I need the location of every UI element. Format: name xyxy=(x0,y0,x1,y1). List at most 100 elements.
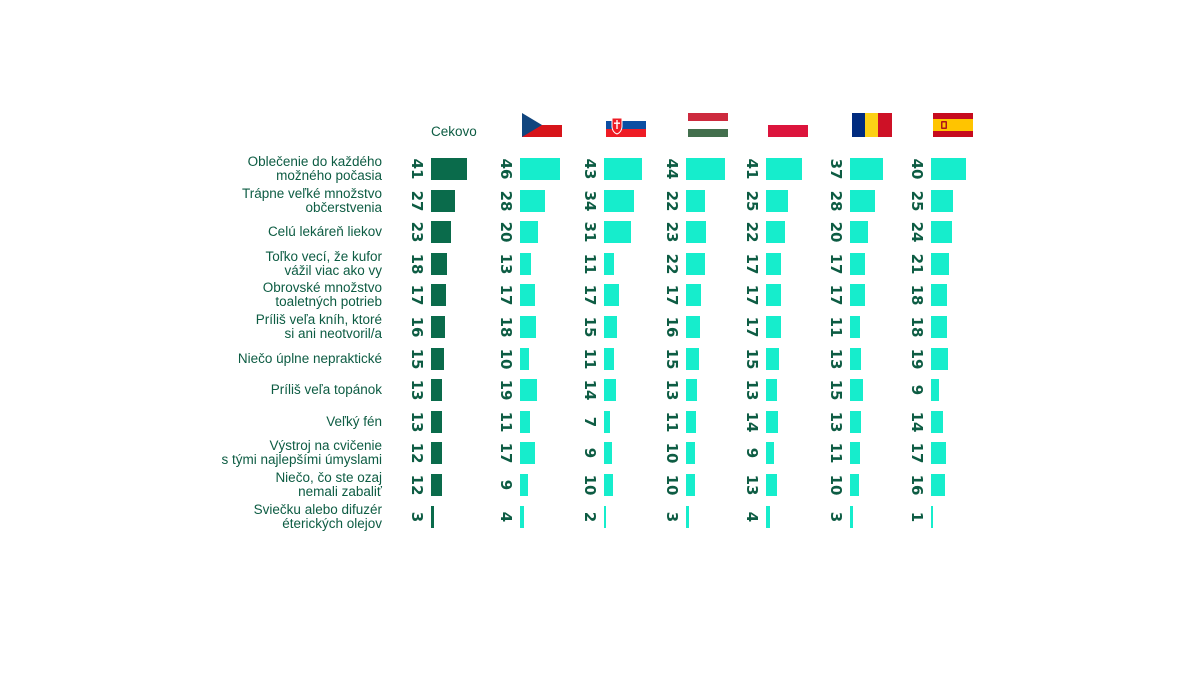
value-label: 9 xyxy=(497,479,515,491)
slovak-flag xyxy=(606,113,646,137)
bar xyxy=(431,252,447,275)
value-label: 9 xyxy=(743,448,761,459)
value-label: 15 xyxy=(663,348,681,370)
bar xyxy=(604,189,634,212)
bar xyxy=(604,158,642,180)
value-label: 37 xyxy=(827,158,845,180)
romanian-flag xyxy=(852,113,892,137)
value-label: 17 xyxy=(743,253,761,275)
value-label: 17 xyxy=(827,284,845,306)
value-label: 25 xyxy=(908,190,926,212)
category-label-line: éterických olejov xyxy=(282,515,382,531)
bar xyxy=(931,442,946,465)
value-label: 28 xyxy=(827,190,845,212)
value-label: 25 xyxy=(743,190,761,212)
bar xyxy=(520,442,535,465)
bar xyxy=(931,284,947,307)
bar xyxy=(520,252,532,275)
bar xyxy=(520,221,538,244)
value-label: 12 xyxy=(408,474,426,496)
bar xyxy=(686,474,695,496)
bar xyxy=(431,410,443,433)
category-label-line: nemali zabaliť xyxy=(298,484,382,499)
bar xyxy=(931,347,948,370)
value-label: 41 xyxy=(408,158,426,180)
bar xyxy=(604,442,612,465)
bar xyxy=(520,505,524,528)
category-label-line: s tými najlepšími úmyslami xyxy=(221,452,382,468)
value-label: 34 xyxy=(581,190,599,212)
bar xyxy=(431,379,443,402)
value-label: 12 xyxy=(408,442,426,464)
bar xyxy=(850,347,862,370)
bar xyxy=(766,158,803,180)
category-label-line: možného počasia xyxy=(276,168,382,183)
value-label: 17 xyxy=(908,442,926,464)
value-label: 11 xyxy=(581,348,599,370)
category-label: Toľko vecí, že kufor vážil viac ako vy xyxy=(152,249,382,278)
value-label: 16 xyxy=(908,474,926,496)
value-label: 11 xyxy=(827,316,845,338)
bar xyxy=(850,474,859,496)
bar xyxy=(686,284,701,307)
category-label-line: Obrovské množstvo xyxy=(262,280,382,296)
value-label: 3 xyxy=(663,511,681,522)
value-label: 40 xyxy=(908,158,926,180)
bar xyxy=(431,316,446,338)
category-label-line: si ani neotvoril/a xyxy=(284,326,382,341)
category-label: Obrovské množstvo toaletných potrieb xyxy=(152,281,382,309)
value-label: 17 xyxy=(581,284,599,306)
bar xyxy=(604,505,606,528)
bar xyxy=(604,347,614,370)
bar xyxy=(931,379,939,402)
bar xyxy=(520,474,528,496)
bar xyxy=(604,316,618,338)
value-label: 15 xyxy=(743,348,761,370)
bar xyxy=(766,347,780,370)
category-label: Veľký fén xyxy=(152,414,382,429)
bar xyxy=(431,284,446,307)
bar xyxy=(686,221,707,244)
bar xyxy=(431,221,452,244)
category-label: Príliš veľa topánok xyxy=(152,383,382,397)
bar xyxy=(520,284,535,307)
value-label: 17 xyxy=(663,284,681,306)
value-label: 46 xyxy=(497,158,515,180)
value-label: 11 xyxy=(827,442,845,464)
value-label: 17 xyxy=(743,284,761,306)
value-label: 19 xyxy=(497,379,515,401)
value-label: 7 xyxy=(581,416,599,428)
bar xyxy=(766,379,778,402)
category-label-line: toaletných potrieb xyxy=(275,294,382,310)
category-label: Oblečenie do každého možného počasia xyxy=(152,155,382,183)
bar xyxy=(931,221,953,244)
value-label: 18 xyxy=(908,284,926,306)
value-label: 21 xyxy=(908,253,926,275)
value-label: 22 xyxy=(663,253,681,275)
bar xyxy=(520,158,561,180)
bar xyxy=(850,252,865,275)
value-label: 22 xyxy=(743,221,761,243)
bar xyxy=(850,316,860,338)
category-label-line: Niečo, čo ste ozaj xyxy=(275,470,382,485)
value-label: 19 xyxy=(908,348,926,370)
value-label: 4 xyxy=(743,511,761,522)
category-label-line: Príliš veľa kníh, ktoré xyxy=(255,312,382,327)
value-label: 15 xyxy=(408,348,426,370)
value-label: 27 xyxy=(408,190,426,212)
category-label: Trápne veľké množstvo občerstvenia xyxy=(152,186,382,215)
bar xyxy=(766,284,781,307)
bar xyxy=(931,158,967,180)
czech-flag xyxy=(522,113,562,137)
bar xyxy=(604,221,632,244)
value-label: 31 xyxy=(581,221,599,243)
value-label: 17 xyxy=(408,284,426,306)
value-label: 10 xyxy=(663,442,681,464)
value-label: 43 xyxy=(581,158,599,180)
category-label: Príliš veľa kníh, ktoré si ani neotvoril/… xyxy=(152,313,382,341)
value-label: 24 xyxy=(908,221,926,243)
category-label-line: Celú lekáreň liekov xyxy=(267,224,382,240)
value-label: 44 xyxy=(663,158,681,180)
value-label: 1 xyxy=(908,511,926,522)
value-label: 4 xyxy=(497,511,515,522)
